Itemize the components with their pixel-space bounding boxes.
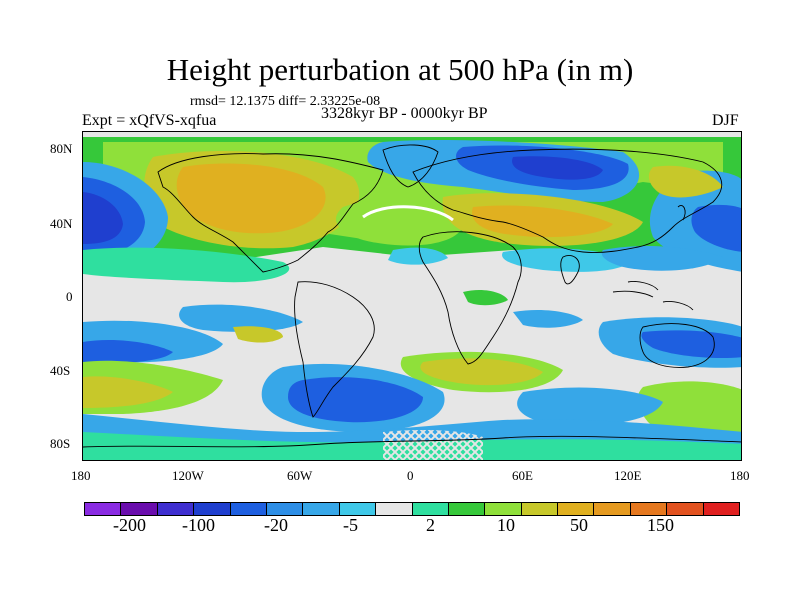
colorbar-swatch (194, 503, 231, 515)
colorbar-swatch (521, 503, 559, 515)
map-title: Height perturbation at 500 hPa (in m) (166, 52, 634, 87)
colorbar-swatch (485, 503, 522, 515)
colorbar-swatch (339, 503, 377, 515)
colorbar-label: -20 (264, 515, 288, 535)
period-text: 3328kyr BP - 0000kyr BP (321, 105, 488, 122)
colorbar-swatch (303, 503, 340, 515)
x-label-0: 0 (407, 468, 414, 483)
colorbar-label: 150 (647, 515, 674, 535)
colorbar-label: -100 (182, 515, 215, 535)
colorbar-swatch (266, 503, 304, 515)
experiment-text: Expt = xQfVS-xqfua (82, 112, 217, 129)
colorbar-swatch (448, 503, 486, 515)
x-label-60w: 60W (287, 468, 313, 483)
colorbar-swatch (703, 503, 740, 515)
colorbar-label: -5 (343, 515, 358, 535)
y-label-80n: 80N (50, 141, 73, 156)
colorbar-label: 50 (570, 515, 588, 535)
colorbar-swatch (157, 503, 195, 515)
map-plot (82, 131, 742, 461)
x-label-60e: 60E (512, 468, 533, 483)
colorbar-swatch (667, 503, 704, 515)
colorbar-label: 2 (426, 515, 435, 535)
contour-fill (83, 137, 741, 460)
colorbar-swatch (558, 503, 595, 515)
x-label-180e: 180 (730, 468, 750, 483)
colorbar-label: -200 (113, 515, 146, 535)
coastlines (83, 144, 741, 448)
colorbar-swatch (376, 503, 413, 515)
colorbar (84, 502, 740, 516)
colorbar-swatch (230, 503, 267, 515)
x-label-180w: 180 (71, 468, 91, 483)
y-label-80s: 80S (50, 436, 71, 451)
y-label-40s: 40S (50, 363, 71, 378)
colorbar-swatch (594, 503, 631, 515)
stats-text: rmsd= 12.1375 diff= 2.33225e-08 (190, 94, 381, 109)
colorbar-swatch (85, 503, 122, 515)
colorbar-swatch (412, 503, 449, 515)
colorbar-label: 10 (497, 515, 515, 535)
height-field-map (83, 132, 741, 460)
x-label-120e: 120E (614, 468, 642, 483)
colorbar-swatch (630, 503, 668, 515)
x-label-120w: 120W (172, 468, 204, 483)
y-label-0: 0 (66, 289, 73, 304)
colorbar-swatch (121, 503, 158, 515)
y-label-40n: 40N (50, 216, 73, 231)
season-text: DJF (712, 112, 739, 129)
